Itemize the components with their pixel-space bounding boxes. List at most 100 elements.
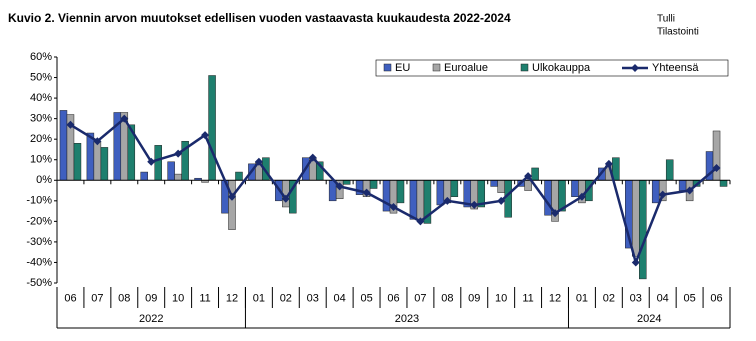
- bar: [665, 159, 674, 181]
- legend-swatch: [432, 63, 441, 72]
- bar: [678, 180, 687, 191]
- bar: [524, 180, 532, 191]
- bar: [73, 143, 82, 181]
- marker: [524, 172, 533, 181]
- x-tick-label: 01: [576, 292, 588, 304]
- marker: [443, 196, 452, 205]
- x-tick-label: 12: [226, 292, 238, 304]
- x-tick-label: 01: [253, 292, 265, 304]
- x-tick-label: 06: [64, 292, 76, 304]
- x-tick-label: 08: [118, 292, 130, 304]
- marker: [254, 157, 263, 166]
- marker: [227, 192, 236, 201]
- x-tick-label: 05: [360, 292, 372, 304]
- bar: [490, 180, 498, 187]
- x-tick-label: 07: [414, 292, 426, 304]
- marker: [147, 157, 156, 166]
- group-label: 2024: [637, 313, 661, 325]
- marker: [66, 120, 75, 129]
- x-tick-label: 02: [280, 292, 292, 304]
- x-tick-label: 06: [387, 292, 399, 304]
- y-tick-label: 0%: [36, 174, 52, 186]
- bar: [59, 110, 68, 181]
- marker: [470, 200, 479, 209]
- bar: [712, 130, 721, 181]
- marker: [174, 149, 183, 158]
- marker: [362, 188, 371, 197]
- x-tick-label: 12: [549, 292, 561, 304]
- marker: [685, 186, 694, 195]
- x-tick-label: 07: [91, 292, 103, 304]
- x-tick-label: 10: [495, 292, 507, 304]
- bar: [167, 161, 175, 181]
- x-tick-label: 08: [441, 292, 453, 304]
- source: Tilastointi: [657, 27, 699, 38]
- group-label: 2022: [139, 313, 163, 325]
- legend-label: Yhteensä: [652, 62, 699, 74]
- x-tick-label: 05: [683, 292, 695, 304]
- y-tick-label: 60%: [30, 51, 52, 63]
- marker: [201, 131, 210, 140]
- legend-label: Euroalue: [444, 62, 488, 74]
- y-tick-label: 40%: [30, 92, 52, 104]
- bar: [174, 173, 182, 181]
- bar: [208, 75, 216, 181]
- bar: [369, 180, 378, 189]
- x-tick-label: 09: [145, 292, 157, 304]
- y-tick-label: -40%: [26, 256, 52, 268]
- bar: [396, 180, 405, 204]
- x-tick-label: 06: [710, 292, 722, 304]
- x-tick-label: 11: [522, 292, 533, 304]
- legend-label: EU: [395, 62, 410, 74]
- legend-swatch: [631, 64, 639, 72]
- legend-swatch: [520, 63, 529, 72]
- marker: [712, 163, 721, 172]
- bar: [436, 180, 445, 206]
- legend-box: [375, 59, 729, 77]
- marker: [497, 196, 506, 205]
- x-tick-label: 09: [468, 292, 480, 304]
- y-tick-label: -50%: [26, 277, 52, 289]
- y-tick-label: 30%: [30, 113, 52, 125]
- x-tick-label: 02: [603, 292, 615, 304]
- bar: [639, 180, 647, 280]
- x-tick-label: 10: [172, 292, 184, 304]
- bar: [544, 180, 552, 216]
- group-label: 2023: [395, 313, 419, 325]
- bar: [100, 147, 109, 181]
- marker: [551, 209, 560, 218]
- marker: [335, 182, 344, 191]
- legend-label: Ulkokauppa: [532, 62, 591, 74]
- bar: [632, 180, 640, 257]
- bar: [504, 180, 512, 218]
- bar: [497, 180, 505, 193]
- y-tick-label: 20%: [30, 133, 52, 145]
- x-tick-label: 04: [334, 292, 346, 304]
- bar: [719, 180, 728, 187]
- x-tick-label: 04: [657, 292, 669, 304]
- bar: [154, 145, 162, 181]
- source: Tulli: [657, 14, 675, 25]
- bar: [342, 180, 351, 185]
- bar: [651, 180, 660, 204]
- bar: [531, 167, 539, 181]
- bar: [140, 171, 148, 181]
- legend-swatch: [383, 63, 392, 72]
- x-tick-label: 03: [630, 292, 642, 304]
- chart-title: Kuvio 2. Viennin arvon muutokset edellis…: [8, 11, 511, 25]
- marker: [120, 114, 129, 123]
- marker: [308, 153, 317, 162]
- marker: [631, 258, 640, 267]
- marker: [604, 159, 613, 168]
- y-tick-label: -10%: [26, 195, 52, 207]
- x-tick-label: 03: [307, 292, 319, 304]
- y-tick-label: -30%: [26, 236, 52, 248]
- marker: [281, 194, 290, 203]
- bar: [86, 132, 95, 181]
- x-tick-label: 11: [199, 292, 210, 304]
- bar: [235, 171, 243, 181]
- marker: [577, 192, 586, 201]
- marker: [658, 190, 667, 199]
- marker: [93, 137, 102, 146]
